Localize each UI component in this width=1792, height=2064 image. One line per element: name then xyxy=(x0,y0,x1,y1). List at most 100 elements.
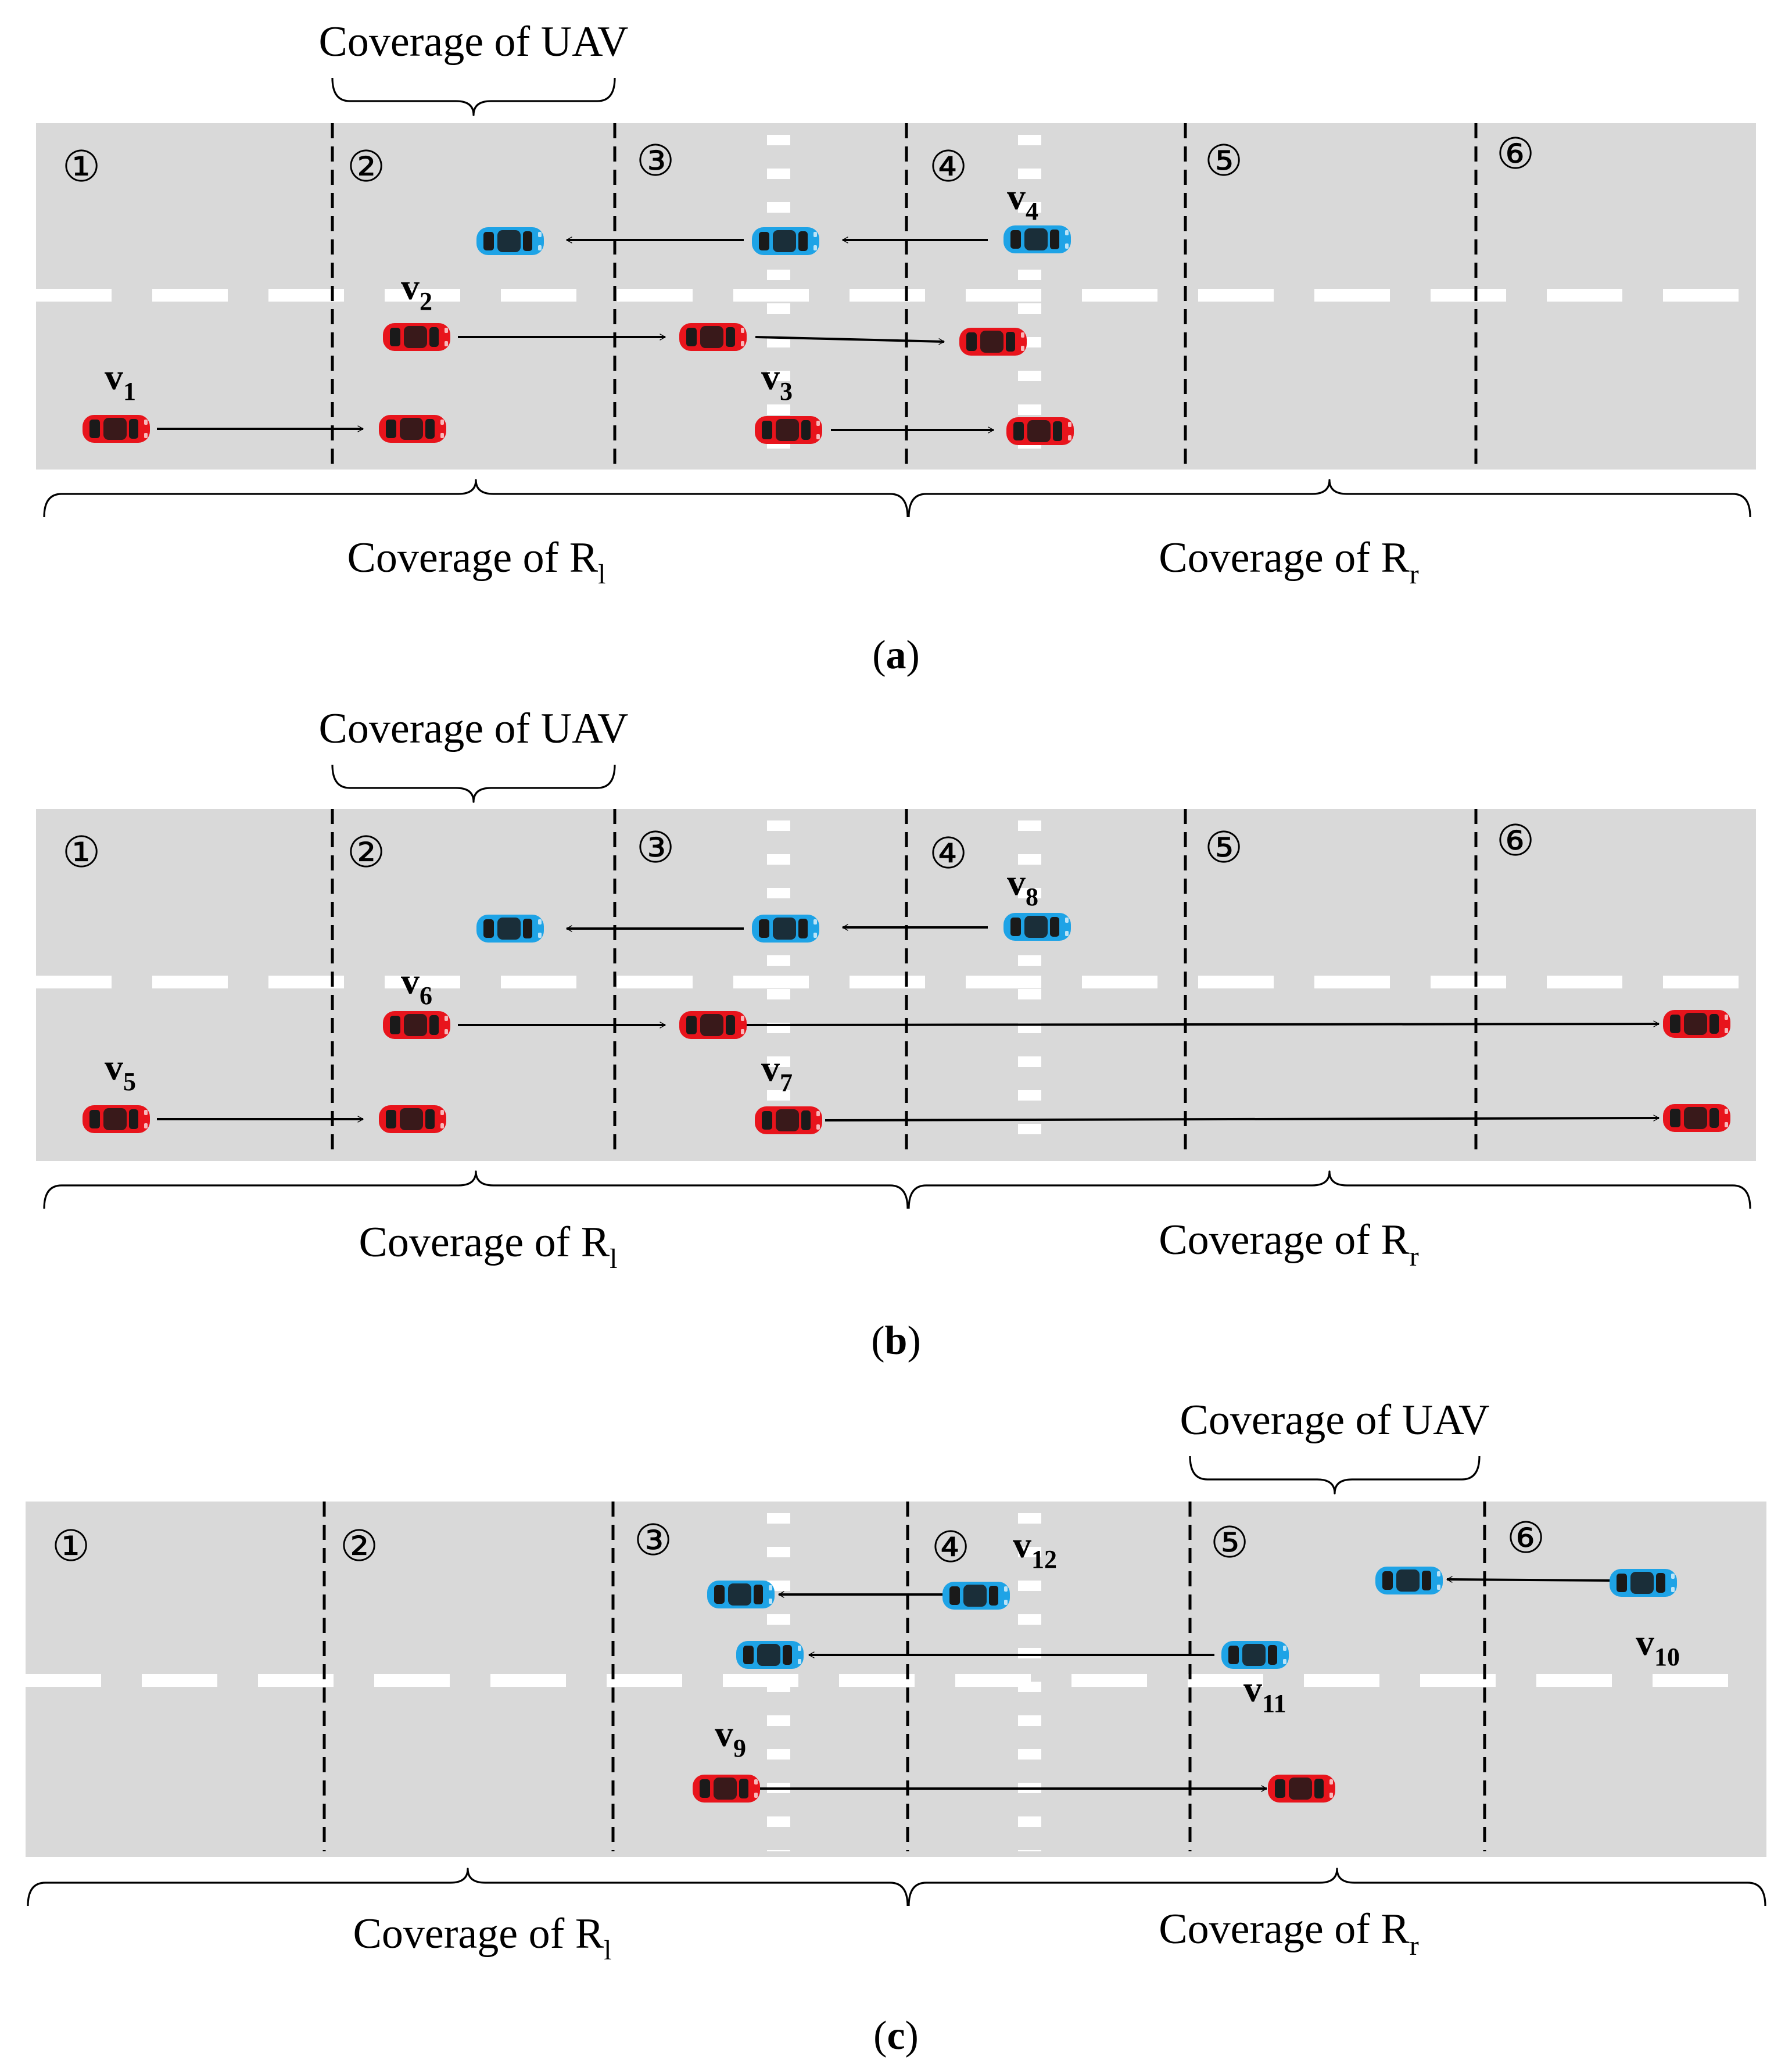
car-rear-window xyxy=(386,420,396,438)
car-rear-window xyxy=(700,1779,710,1798)
caption-part: ( xyxy=(871,1318,884,1363)
car-roof xyxy=(1024,916,1048,938)
car-windshield xyxy=(989,1586,998,1606)
blue-car xyxy=(752,227,819,255)
coverage-text: Coverage of R xyxy=(1159,534,1410,582)
red-car xyxy=(1268,1775,1335,1803)
vehicle-label: v9 xyxy=(715,1713,746,1762)
zone-number-6: ⑥ xyxy=(1496,129,1535,179)
caption-part: ) xyxy=(905,2013,919,2058)
rsu-right-label: Coverage of Rr xyxy=(1159,1216,1419,1272)
blue-car xyxy=(942,1582,1010,1610)
car-rear-window xyxy=(743,1646,754,1664)
caption-part: a xyxy=(886,633,906,678)
car-headlight xyxy=(1437,1571,1440,1576)
rsu-left-label: Coverage of Rl xyxy=(359,1219,618,1274)
car-roof xyxy=(1630,1572,1654,1594)
vehicle-label: v8 xyxy=(1007,862,1038,911)
car-roof xyxy=(1242,1644,1266,1666)
car-headlight xyxy=(538,245,542,250)
rsu-right-label: Coverage of Rr xyxy=(1159,1905,1419,1961)
zone-number-4: ④ xyxy=(929,142,967,192)
car-headlight xyxy=(1329,1793,1333,1798)
car-headlight xyxy=(538,919,542,924)
coverage-subscript: r xyxy=(1410,1930,1419,1961)
car-headlight xyxy=(816,434,820,439)
rsu-left-label: Coverage of Rl xyxy=(347,534,606,590)
red-car xyxy=(959,328,1027,356)
car-windshield xyxy=(798,919,808,938)
car-headlight xyxy=(813,933,817,938)
zone-number-4: ④ xyxy=(931,1522,970,1572)
zone-number-3: ③ xyxy=(636,136,675,186)
car-roof xyxy=(700,326,723,348)
car-headlight xyxy=(741,1016,744,1021)
car-headlight xyxy=(754,1779,758,1784)
car-rear-window xyxy=(1617,1574,1627,1592)
car-windshield xyxy=(523,231,532,251)
panel-caption: (c) xyxy=(873,2013,919,2058)
zone-number-3: ③ xyxy=(634,1515,672,1565)
car-rear-window xyxy=(1010,230,1021,249)
car-headlight xyxy=(1068,422,1071,427)
zone-number-5: ⑤ xyxy=(1205,823,1243,873)
red-car xyxy=(1663,1010,1730,1038)
vehicle-index: 12 xyxy=(1031,1545,1057,1574)
car-headlight xyxy=(1065,243,1069,249)
car-rear-window xyxy=(1013,422,1024,440)
car-headlight xyxy=(798,1659,801,1664)
car-windshield xyxy=(754,1585,763,1604)
car-rear-window xyxy=(762,1111,772,1130)
car-windshield xyxy=(801,420,811,440)
rsu-right-brace xyxy=(908,1170,1751,1209)
car-roof xyxy=(497,230,521,252)
panel-caption: (a) xyxy=(872,633,920,678)
car-roof xyxy=(963,1585,987,1607)
car-roof xyxy=(1027,420,1051,442)
red-car xyxy=(1006,417,1074,445)
car-roof xyxy=(400,1108,423,1130)
zone-number-2: ② xyxy=(347,827,385,877)
car-headlight xyxy=(445,328,448,333)
car-rear-window xyxy=(966,332,977,351)
car-headlight xyxy=(1065,931,1069,936)
car-headlight xyxy=(741,1029,744,1034)
car-windshield xyxy=(1050,230,1059,249)
car-headlight xyxy=(769,1599,772,1604)
vehicle-letter: v xyxy=(105,356,123,397)
vehicle-letter: v xyxy=(1007,176,1026,217)
car-rear-window xyxy=(1010,918,1021,936)
rsu-right-label: Coverage of Rr xyxy=(1159,534,1419,590)
vehicle-letter: v xyxy=(761,356,780,397)
car-windshield xyxy=(429,1015,439,1035)
car-headlight xyxy=(1283,1659,1286,1664)
vehicle-label: v12 xyxy=(1013,1524,1057,1574)
car-roof xyxy=(728,1583,751,1606)
car-headlight xyxy=(769,1585,772,1590)
car-rear-window xyxy=(386,1110,396,1128)
car-rear-window xyxy=(89,1110,100,1128)
vehicle-index: 4 xyxy=(1026,197,1038,225)
movement-arrow xyxy=(825,1115,1660,1121)
vehicle-letter: v xyxy=(401,961,420,1002)
car-rear-window xyxy=(949,1586,960,1605)
uav-coverage-brace xyxy=(331,77,616,116)
vehicle-label: v5 xyxy=(105,1047,136,1096)
car-windshield xyxy=(1656,1573,1665,1593)
uav-coverage-label: Coverage of UAV xyxy=(1180,1396,1490,1444)
car-headlight xyxy=(538,933,542,938)
car-rear-window xyxy=(759,232,769,250)
car-headlight xyxy=(754,1793,758,1798)
car-windshield xyxy=(425,419,435,439)
rsu-right-brace xyxy=(908,479,1751,518)
car-rear-window xyxy=(1275,1779,1285,1798)
blue-car xyxy=(1221,1641,1289,1669)
zone-number-4: ④ xyxy=(929,829,967,879)
red-car xyxy=(83,415,150,443)
blue-car xyxy=(476,227,544,255)
car-headlight xyxy=(1671,1574,1675,1579)
car-rear-window xyxy=(89,420,100,438)
